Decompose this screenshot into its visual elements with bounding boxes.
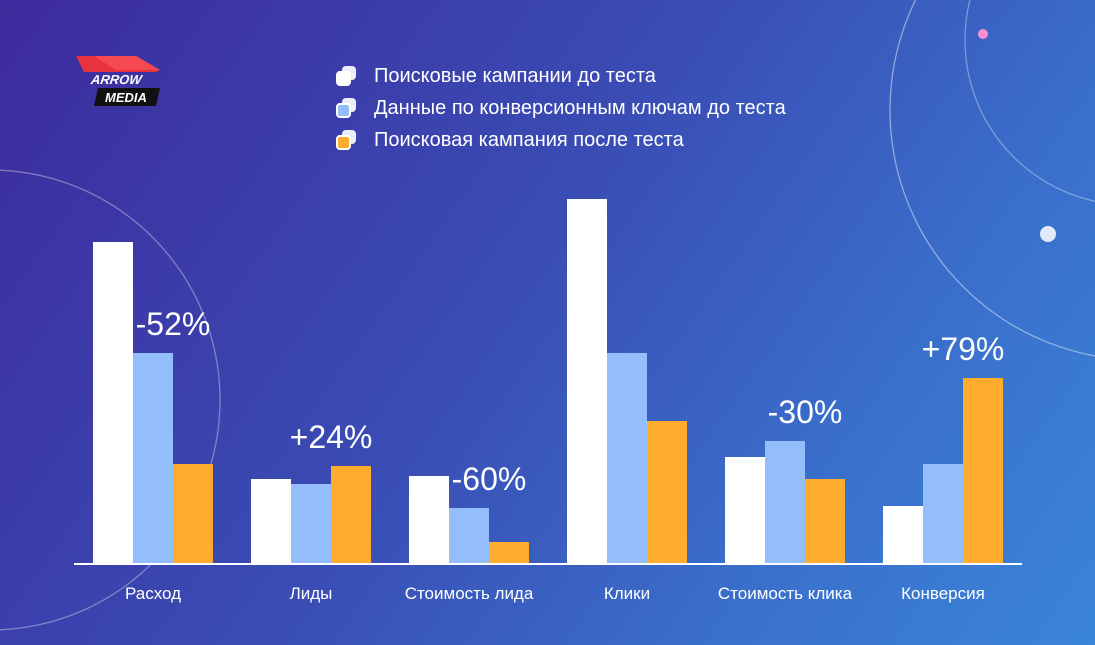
- bar-1-series-1: [93, 242, 133, 564]
- bar-5-series-2: [765, 441, 805, 564]
- bar-3-series-1: [409, 476, 449, 564]
- change-label: +24%: [290, 419, 373, 455]
- bar-4-series-3: [647, 421, 687, 564]
- annotations-layer: -52% +24% -60% -30% +79%: [136, 306, 1005, 497]
- bar-1-series-3: [173, 464, 213, 564]
- bar-6-series-2: [923, 464, 963, 564]
- change-label: -52%: [136, 306, 211, 342]
- legend-label: Данные по конверсионным ключам до теста: [374, 96, 786, 119]
- x-tick-label: Стоимость лида: [405, 584, 534, 603]
- bar-4-series-2: [607, 353, 647, 564]
- bar-2-series-2: [291, 484, 331, 564]
- change-label: -60%: [452, 461, 527, 497]
- legend-label: Поисковые кампании до теста: [374, 64, 656, 87]
- arrow-media-logo: ARROW MEDIA: [76, 54, 168, 110]
- change-label: -30%: [768, 394, 843, 430]
- x-tick-label: Конверсия: [901, 584, 985, 603]
- bar-5-series-3: [805, 479, 845, 564]
- legend-square-icon: [334, 64, 358, 88]
- decor-arc-right-inner: [964, 0, 1095, 202]
- chart-legend: Поисковые кампании до теста Данные по ко…: [334, 60, 786, 156]
- x-tick-label: Лиды: [290, 584, 333, 603]
- decor-dot-white: [1040, 226, 1056, 242]
- bar-2-series-3: [331, 466, 371, 564]
- decor-dot-pink: [978, 29, 988, 39]
- decor: [0, 0, 1095, 631]
- bar-6-series-3: [963, 378, 1003, 564]
- bar-1-series-2: [133, 353, 173, 564]
- bar-6-series-1: [883, 506, 923, 564]
- x-tick-label: Клики: [604, 584, 650, 603]
- x-tick-label: Стоимость клика: [718, 584, 853, 603]
- change-label: +79%: [922, 331, 1005, 367]
- bar-3-series-2: [449, 508, 489, 564]
- decor-arc-left: [0, 169, 221, 631]
- bar-3-series-3: [489, 542, 529, 564]
- logo-line1: ARROW: [89, 72, 144, 87]
- x-axis-labels: Расход Лиды Стоимость лида Клики Стоимость к…: [125, 584, 985, 603]
- decor-arc-right: [889, 0, 1095, 357]
- legend-square-icon: [334, 128, 358, 152]
- logo-line2: MEDIA: [105, 90, 147, 105]
- legend-item-after: Поисковая кампания после теста: [334, 124, 786, 156]
- bar-2-series-1: [251, 479, 291, 564]
- legend-square-icon: [334, 96, 358, 120]
- legend-item-before: Поисковые кампании до теста: [334, 60, 786, 92]
- legend-label: Поисковая кампания после теста: [374, 128, 684, 151]
- x-tick-label: Расход: [125, 584, 181, 603]
- legend-item-keys: Данные по конверсионным ключам до теста: [334, 92, 786, 124]
- bar-4-series-1: [567, 199, 607, 564]
- bar-5-series-1: [725, 457, 765, 564]
- bars-layer: [93, 199, 1003, 564]
